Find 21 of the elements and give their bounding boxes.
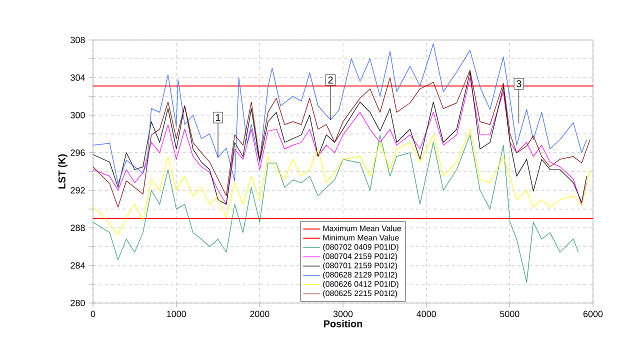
annotation: 3 [516, 80, 522, 88]
x-tick-label: 1000 [167, 310, 186, 318]
x-tick-label: 0 [90, 310, 96, 318]
y-tick-label: 308 [70, 36, 85, 44]
x-axis-title: Position [324, 320, 362, 328]
y-tick-label: 288 [70, 224, 85, 232]
line-series [92, 134, 579, 283]
annotation: 1 [216, 114, 220, 121]
x-tick-label: 4000 [416, 310, 436, 318]
y-tick-label: 292 [70, 187, 85, 194]
y-axis-title: LST (K) [58, 154, 68, 189]
y-tick-label: 280 [70, 300, 85, 306]
x-tick-label: 5000 [500, 310, 520, 318]
y-tick-label: 300 [70, 112, 85, 118]
x-tick-label: 3000 [333, 310, 353, 318]
x-tick-label: 6000 [583, 310, 603, 318]
annotation: 2 [328, 76, 333, 84]
y-tick-label: 304 [70, 74, 85, 81]
y-tick-label: 296 [70, 150, 85, 156]
x-tick-label: 2000 [250, 310, 270, 318]
y-tick-label: 284 [70, 262, 85, 269]
